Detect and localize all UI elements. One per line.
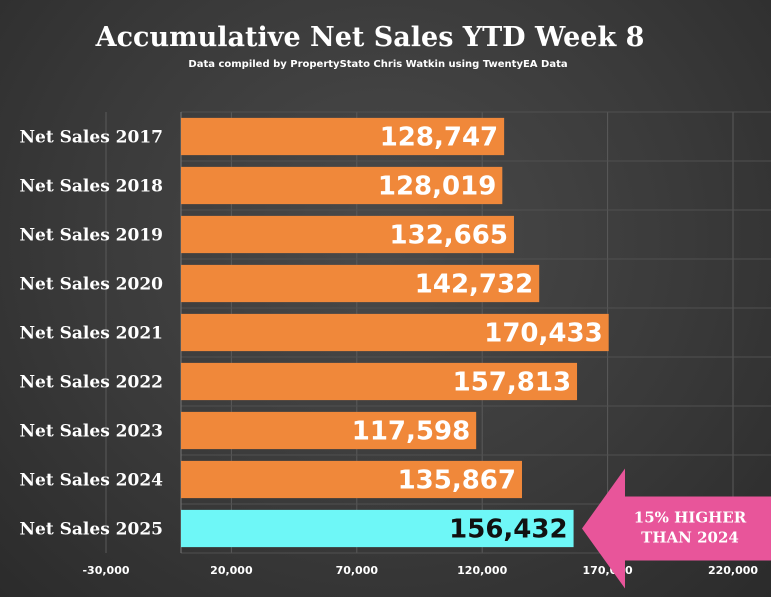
bar — [181, 460, 522, 499]
chart-subtitle: Data compiled by PropertyStato Chris Wat… — [188, 59, 567, 70]
x-tick-labels: -30,000 20,000 70,000 120,000 170,000 220,000 — [82, 564, 758, 577]
bar — [181, 215, 514, 254]
data-label: 128,747 — [380, 123, 498, 153]
tick-label: 20,000 — [210, 564, 253, 577]
category-label: Net Sales 2025 — [20, 520, 164, 540]
tick-label: -30,000 — [82, 564, 129, 577]
category-labels: Net Sales 2017 Net Sales 2018 Net Sales 20… — [20, 128, 164, 540]
data-label: 128,019 — [378, 172, 496, 202]
data-label: 156,432 — [449, 515, 567, 545]
bar — [181, 313, 609, 352]
category-label: Net Sales 2024 — [20, 471, 164, 491]
tick-label: 170,000 — [583, 564, 633, 577]
data-label: 135,867 — [398, 466, 516, 496]
category-label: Net Sales 2022 — [20, 373, 164, 393]
category-label: Net Sales 2023 — [20, 422, 164, 442]
bar — [181, 509, 574, 548]
tick-label: 220,000 — [708, 564, 758, 577]
callout-text: 15% HIGHER — [634, 509, 747, 527]
data-label: 142,732 — [415, 270, 533, 300]
bar — [181, 411, 477, 450]
callout-annotation: 15% HIGHER THAN 2024 — [582, 468, 771, 589]
bar — [181, 166, 503, 205]
callout-arrow — [582, 468, 771, 589]
bar — [181, 362, 578, 401]
data-label: 132,665 — [390, 221, 508, 251]
chart-title: Accumulative Net Sales YTD Week 8 — [95, 22, 645, 53]
tick-label: 120,000 — [457, 564, 507, 577]
category-label: Net Sales 2017 — [20, 128, 164, 148]
category-label: Net Sales 2020 — [20, 275, 164, 295]
data-label: 117,598 — [352, 417, 470, 447]
data-label: 170,433 — [484, 319, 602, 349]
category-label: Net Sales 2021 — [20, 324, 164, 344]
category-label: Net Sales 2019 — [20, 226, 164, 246]
data-label: 157,813 — [453, 368, 571, 398]
callout-text: THAN 2024 — [641, 529, 739, 547]
bars-group: 128,747 128,019 132,665 142,732 170,433 157,8… — [181, 117, 609, 548]
bar — [181, 117, 505, 156]
tick-label: 70,000 — [336, 564, 379, 577]
bar — [181, 264, 540, 303]
category-label: Net Sales 2018 — [20, 177, 164, 197]
